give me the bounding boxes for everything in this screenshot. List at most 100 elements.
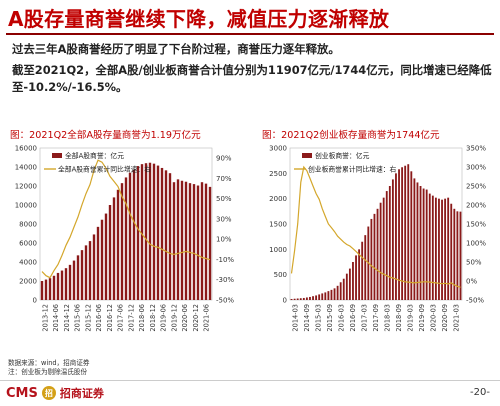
bar <box>293 298 296 300</box>
bar <box>148 162 152 300</box>
bar <box>459 211 462 300</box>
legend-bar-swatch <box>302 153 312 158</box>
bar <box>104 213 108 300</box>
x-tick-label: 2019-06 <box>160 304 168 332</box>
x-tick-label: 2015-09 <box>326 304 334 332</box>
y-right-tick-label: -50% <box>466 297 484 305</box>
logo-text: CMS <box>6 385 38 401</box>
bar <box>413 178 416 300</box>
x-tick-label: 2017-12 <box>127 304 135 332</box>
bar <box>176 179 180 300</box>
summary-line-2: 截至2021Q2，全部A股/创业板商誉合计值分别为11907亿元/1744亿元，… <box>12 63 492 94</box>
x-tick-label: 2016-03 <box>338 304 346 332</box>
bar <box>321 293 324 300</box>
x-tick-label: 2020-06 <box>181 304 189 332</box>
y-right-tick-label: 70% <box>216 175 232 183</box>
x-tick-label: 2020-03 <box>429 304 437 332</box>
title-bar: A股存量商誉继续下降，减值压力逐渐释放 <box>0 0 500 35</box>
x-tick-label: 2013-12 <box>41 304 49 332</box>
y-right-tick-label: -50% <box>216 297 234 305</box>
bar <box>339 282 342 300</box>
legend-line-label: 全部A股商誉累计同比增速：右 <box>58 165 151 174</box>
bar <box>422 188 425 300</box>
y-left-tick-label: 0 <box>283 297 287 305</box>
bar <box>438 198 440 300</box>
bar <box>188 183 192 300</box>
y-left-tick-label: 12000 <box>15 183 37 191</box>
bar <box>40 281 44 300</box>
bar <box>132 169 136 300</box>
bar <box>48 278 52 300</box>
source-notes: 数据来源：wind，招商证券 注：创业板为剔除温氏股份 <box>8 359 90 377</box>
bar <box>382 197 385 300</box>
plot-area <box>289 147 463 301</box>
x-tick-label: 2019-03 <box>406 304 414 332</box>
bar <box>391 179 394 300</box>
x-tick-label: 2015-12 <box>84 304 92 332</box>
y-left-tick-label: 1500 <box>269 221 287 229</box>
x-tick-label: 2021-03 <box>452 304 460 332</box>
bar <box>192 184 196 300</box>
y-left-tick-label: 0 <box>33 297 37 305</box>
bar <box>398 169 400 300</box>
y-right-tick-label: 350% <box>466 145 486 153</box>
bar <box>336 285 339 300</box>
bar <box>355 255 357 300</box>
bar <box>352 262 354 300</box>
bar <box>124 177 128 300</box>
bar <box>168 173 172 300</box>
chart-all-a-share-goodwill: 0 2000 4000 6000 8000 10000 12000 14000 16000 -50… <box>15 145 235 332</box>
legend-bar-swatch <box>52 153 62 158</box>
y-right-tick-label: 50% <box>216 195 232 203</box>
x-tick-label: 2016-09 <box>349 304 357 332</box>
y-left-tick-label: 500 <box>274 271 287 279</box>
y-left-tick-label: 2500 <box>269 170 287 178</box>
x-tick-label: 2020-09 <box>441 304 449 332</box>
y-right-tick-label: -30% <box>216 276 234 284</box>
bar <box>84 245 88 300</box>
bar <box>92 234 96 300</box>
bar <box>345 273 348 300</box>
y-right-tick-label: 90% <box>216 155 232 163</box>
bar <box>204 183 208 300</box>
bar <box>128 172 132 300</box>
bar <box>419 186 422 300</box>
company-logo: CMS 招 招商证券 <box>6 385 104 401</box>
x-tick-label: 2016-12 <box>106 304 114 332</box>
bar <box>305 297 308 300</box>
bar <box>456 211 459 300</box>
bar <box>373 213 376 300</box>
bar <box>388 186 391 300</box>
y-left-tick-label: 1000 <box>269 246 287 254</box>
bar <box>60 270 64 300</box>
bar <box>68 264 72 300</box>
bar <box>172 182 176 300</box>
y-right-tick-label: 10% <box>216 236 232 244</box>
x-tick-label: 2019-12 <box>170 304 178 332</box>
bar <box>290 298 293 300</box>
bar <box>358 249 361 300</box>
bar <box>64 268 68 300</box>
x-tick-label: 2018-09 <box>395 304 403 332</box>
x-tick-label: 2018-06 <box>138 304 146 332</box>
x-tick-label: 2019-09 <box>418 304 426 332</box>
bar <box>447 197 450 300</box>
bar <box>333 288 336 300</box>
bar <box>453 208 456 300</box>
bar <box>136 166 140 300</box>
y-right-tick-label: 200% <box>466 202 486 210</box>
bar <box>120 183 124 300</box>
bar <box>309 296 311 300</box>
page-number: -20- <box>470 387 490 398</box>
bar <box>144 163 148 300</box>
x-tick-label: 2020-12 <box>192 304 200 332</box>
bar <box>296 298 299 300</box>
y-right-tick-label: 150% <box>466 221 486 229</box>
y-right-tick-label: 30% <box>216 215 232 223</box>
y-left-tick-label: 8000 <box>19 221 37 229</box>
bar <box>96 226 100 300</box>
chart-1-title: 图：2021Q2全部A股存量商誉为1.19万亿元 <box>10 130 201 141</box>
bar <box>330 289 333 300</box>
x-tick-label: 2015-03 <box>315 304 323 332</box>
bar <box>160 167 164 300</box>
